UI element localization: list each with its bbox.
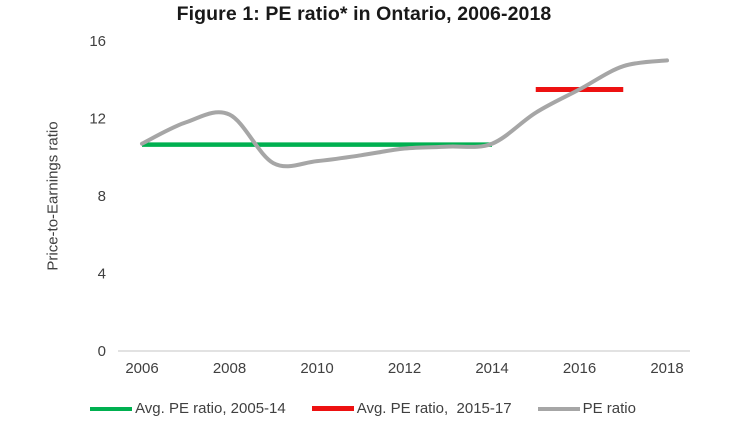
x-tick-label-2012: 2012 <box>388 360 421 377</box>
pe-ratio-line <box>140 58 669 169</box>
x-tick-label-2006: 2006 <box>125 360 158 377</box>
chart-title: Figure 1: PE ratio* in Ontario, 2006-201… <box>176 3 552 25</box>
x-tick-label-2010: 2010 <box>300 360 333 377</box>
y-tick-label-12: 12 <box>89 111 106 128</box>
legend-label: Avg. PE ratio, 2005-14 <box>135 400 286 417</box>
x-tick-label-2016: 2016 <box>563 360 596 377</box>
green-line-swatch-icon <box>90 406 133 411</box>
legend-item-avg-2015-17: Avg. PE ratio, 2015-17 <box>311 400 512 417</box>
chart-legend: Avg. PE ratio, 2005-14 Avg. PE ratio, 20… <box>0 400 750 417</box>
y-tick-label-8: 8 <box>98 188 106 205</box>
legend-item-pe-ratio: PE ratio <box>537 400 636 417</box>
y-tick-label-4: 4 <box>98 266 106 283</box>
legend-item-avg-2005-14: Avg. PE ratio, 2005-14 <box>90 400 286 417</box>
y-tick-label-0: 0 <box>98 343 106 360</box>
x-tick-label-2018: 2018 <box>650 360 683 377</box>
red-line-swatch-icon <box>311 406 354 411</box>
x-tick-label-2008: 2008 <box>213 360 246 377</box>
x-tick-label-2014: 2014 <box>475 360 508 377</box>
y-tick-label-16: 16 <box>89 33 106 50</box>
gray-line-swatch-icon <box>537 406 580 411</box>
legend-label: PE ratio <box>582 400 636 417</box>
legend-label: Avg. PE ratio, 2015-17 <box>356 400 512 417</box>
